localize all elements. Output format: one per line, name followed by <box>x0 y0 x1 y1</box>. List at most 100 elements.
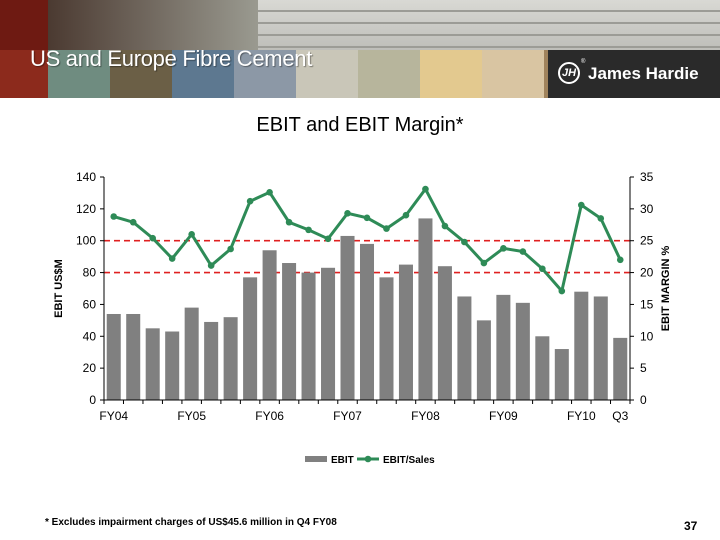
ebit-margin-point <box>168 255 176 262</box>
footnote: * Excludes impairment charges of US$45.6… <box>45 517 337 528</box>
right-tick-label: 15 <box>640 297 654 311</box>
right-tick-label: 20 <box>640 266 654 280</box>
house-window-photo <box>48 0 258 50</box>
ebit-bar <box>282 263 297 400</box>
ebit-bar <box>554 349 569 400</box>
ebit-margin-point <box>558 287 566 295</box>
ebit-bar <box>321 267 336 400</box>
x-tick-label: FY06 <box>255 409 284 423</box>
color-swatch <box>296 50 358 98</box>
color-swatch <box>358 50 420 98</box>
ebit-margin-point <box>539 265 546 273</box>
ebit-margin-point <box>616 256 624 264</box>
ebit-bar <box>184 307 199 400</box>
color-swatch <box>110 50 172 98</box>
ebit-margin-point <box>207 262 215 269</box>
right-tick-label: 5 <box>640 361 647 375</box>
ebit-margin-point <box>324 235 332 243</box>
right-tick-label: 35 <box>640 170 654 184</box>
right-tick-label: 30 <box>640 202 654 216</box>
right-tick-label: 0 <box>640 393 647 407</box>
left-tick-label: 100 <box>76 234 96 248</box>
ebit-bar <box>204 321 219 400</box>
ebit-bar <box>301 272 316 400</box>
ebit-margin-point <box>110 213 118 220</box>
ebit-margin-point <box>577 201 585 209</box>
ebit-margin-point <box>480 259 488 267</box>
ebit-margin-point <box>519 248 527 255</box>
ebit-bar <box>398 264 413 400</box>
ebit-bar <box>340 235 355 400</box>
left-tick-label: 0 <box>89 393 96 407</box>
ebit-margin-point <box>227 245 234 253</box>
ebit-margin-point <box>149 234 157 242</box>
ebit-bar <box>418 218 433 400</box>
ebit-margin-point <box>188 231 195 238</box>
ebit-margin-point <box>441 222 449 230</box>
ebit-bar <box>243 277 258 400</box>
page-number: 37 <box>684 519 698 533</box>
ebit-margin-point <box>597 215 605 222</box>
chart-title: EBIT and EBIT Margin* <box>256 114 464 136</box>
ebit-bar <box>145 328 160 400</box>
ebit-margin-point <box>422 185 429 193</box>
header-banner: US and Europe Fibre Cement JH ® James Ha… <box>0 0 720 98</box>
brand-name: James Hardie <box>588 64 699 83</box>
ebit-bar <box>535 336 550 400</box>
color-swatch <box>482 50 544 98</box>
ebit-margin-point <box>461 238 468 246</box>
ebit-bar <box>574 291 589 400</box>
ebit-margin-point <box>402 211 410 219</box>
left-tick-label: 80 <box>83 266 97 280</box>
left-tick-label: 120 <box>76 202 96 216</box>
left-axis-title: EBIT US$M <box>53 259 65 318</box>
ebit-margin-point <box>500 245 507 252</box>
ebit-margin-point <box>305 226 312 234</box>
registered-mark: ® <box>581 59 586 65</box>
ebit-bar <box>106 313 121 400</box>
color-swatch <box>48 50 110 98</box>
ebit-bar <box>476 320 491 400</box>
left-tick-label: 140 <box>76 170 96 184</box>
right-axis-title: EBIT MARGIN % <box>660 246 672 332</box>
ebit-bar <box>515 302 530 400</box>
ebit-margin-point <box>363 214 371 222</box>
x-tick-label: FY09 <box>489 409 518 423</box>
legend-bar-swatch <box>305 456 327 462</box>
x-tick-label: FY07 <box>333 409 362 423</box>
ebit-margin-point <box>129 218 137 226</box>
ebit-bar <box>359 243 375 400</box>
color-swatch <box>234 50 296 98</box>
left-tick-label: 20 <box>83 361 97 375</box>
left-tick-label: 60 <box>83 297 97 311</box>
ebit-margin-point <box>266 188 273 196</box>
ebit-margin-point <box>383 225 390 232</box>
color-swatch <box>420 50 482 98</box>
x-tick-label: FY08 <box>411 409 440 423</box>
legend-label: EBIT/Sales <box>383 455 435 466</box>
x-tick-label: FY04 <box>99 409 128 423</box>
ebit-margin-point <box>344 210 351 217</box>
ebit-bar <box>437 266 452 400</box>
page-title: US and Europe Fibre Cement <box>30 46 313 71</box>
left-tick-label: 40 <box>83 329 97 343</box>
ebit-bar <box>126 313 141 400</box>
color-swatch <box>172 50 234 98</box>
legend-label: EBIT <box>331 455 354 466</box>
legend-line-marker <box>364 455 372 463</box>
ebit-margin-point <box>285 218 293 226</box>
ebit-bar <box>165 331 180 400</box>
right-tick-label: 25 <box>640 234 654 248</box>
ebit-bar <box>496 294 511 400</box>
x-tick-label: FY10 <box>567 409 596 423</box>
james-hardie-logo: JH ® James Hardie <box>548 50 720 98</box>
ebit-bar <box>262 250 277 400</box>
color-swatch <box>0 50 48 98</box>
ebit-bar <box>223 317 238 400</box>
ebit-bar <box>457 296 472 400</box>
right-tick-label: 10 <box>640 329 654 343</box>
ebit-bar <box>379 277 394 400</box>
ebit-bar <box>613 337 628 400</box>
q3-annotation: Q3 <box>612 409 628 423</box>
